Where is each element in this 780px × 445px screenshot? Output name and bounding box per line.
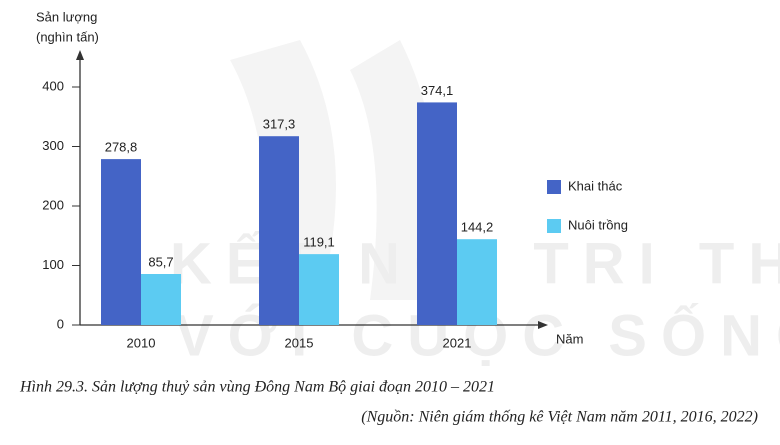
y-tick-label: 100 bbox=[42, 257, 64, 272]
bar bbox=[299, 254, 339, 325]
legend-swatch bbox=[547, 180, 561, 194]
x-axis-title: Năm bbox=[556, 331, 583, 346]
caption: Hình 29.3. Sản lượng thuỷ sản vùng Đông … bbox=[19, 379, 495, 396]
legend-label: Nuôi trồng bbox=[568, 217, 628, 232]
y-tick-label: 200 bbox=[42, 197, 64, 212]
y-axis-title: (nghìn tấn) bbox=[36, 29, 99, 44]
value-label: 278,8 bbox=[105, 140, 138, 155]
bar bbox=[259, 136, 299, 325]
value-label: 85,7 bbox=[148, 254, 173, 269]
legend-swatch bbox=[547, 219, 561, 233]
bar bbox=[457, 239, 497, 325]
bar bbox=[141, 274, 181, 325]
y-tick-label: 300 bbox=[42, 138, 64, 153]
source: (Nguồn: Niên giám thống kê Việt Nam năm … bbox=[361, 409, 758, 426]
bar bbox=[417, 102, 457, 326]
legend-label: Khai thác bbox=[568, 178, 623, 193]
x-tick-label: 2015 bbox=[285, 335, 314, 350]
y-arrow bbox=[76, 50, 84, 60]
value-label: 119,1 bbox=[303, 235, 335, 250]
y-axis-title: Sản lượng bbox=[36, 9, 97, 24]
x-tick-label: 2021 bbox=[443, 335, 472, 350]
x-arrow bbox=[538, 321, 548, 329]
value-label: 374,1 bbox=[421, 83, 454, 98]
x-tick-label: 2010 bbox=[127, 335, 156, 350]
bar bbox=[101, 159, 141, 325]
y-tick-label: 400 bbox=[42, 78, 64, 93]
value-label: 317,3 bbox=[263, 117, 296, 132]
value-label: 144,2 bbox=[461, 220, 494, 235]
y-tick-label: 0 bbox=[57, 316, 64, 331]
